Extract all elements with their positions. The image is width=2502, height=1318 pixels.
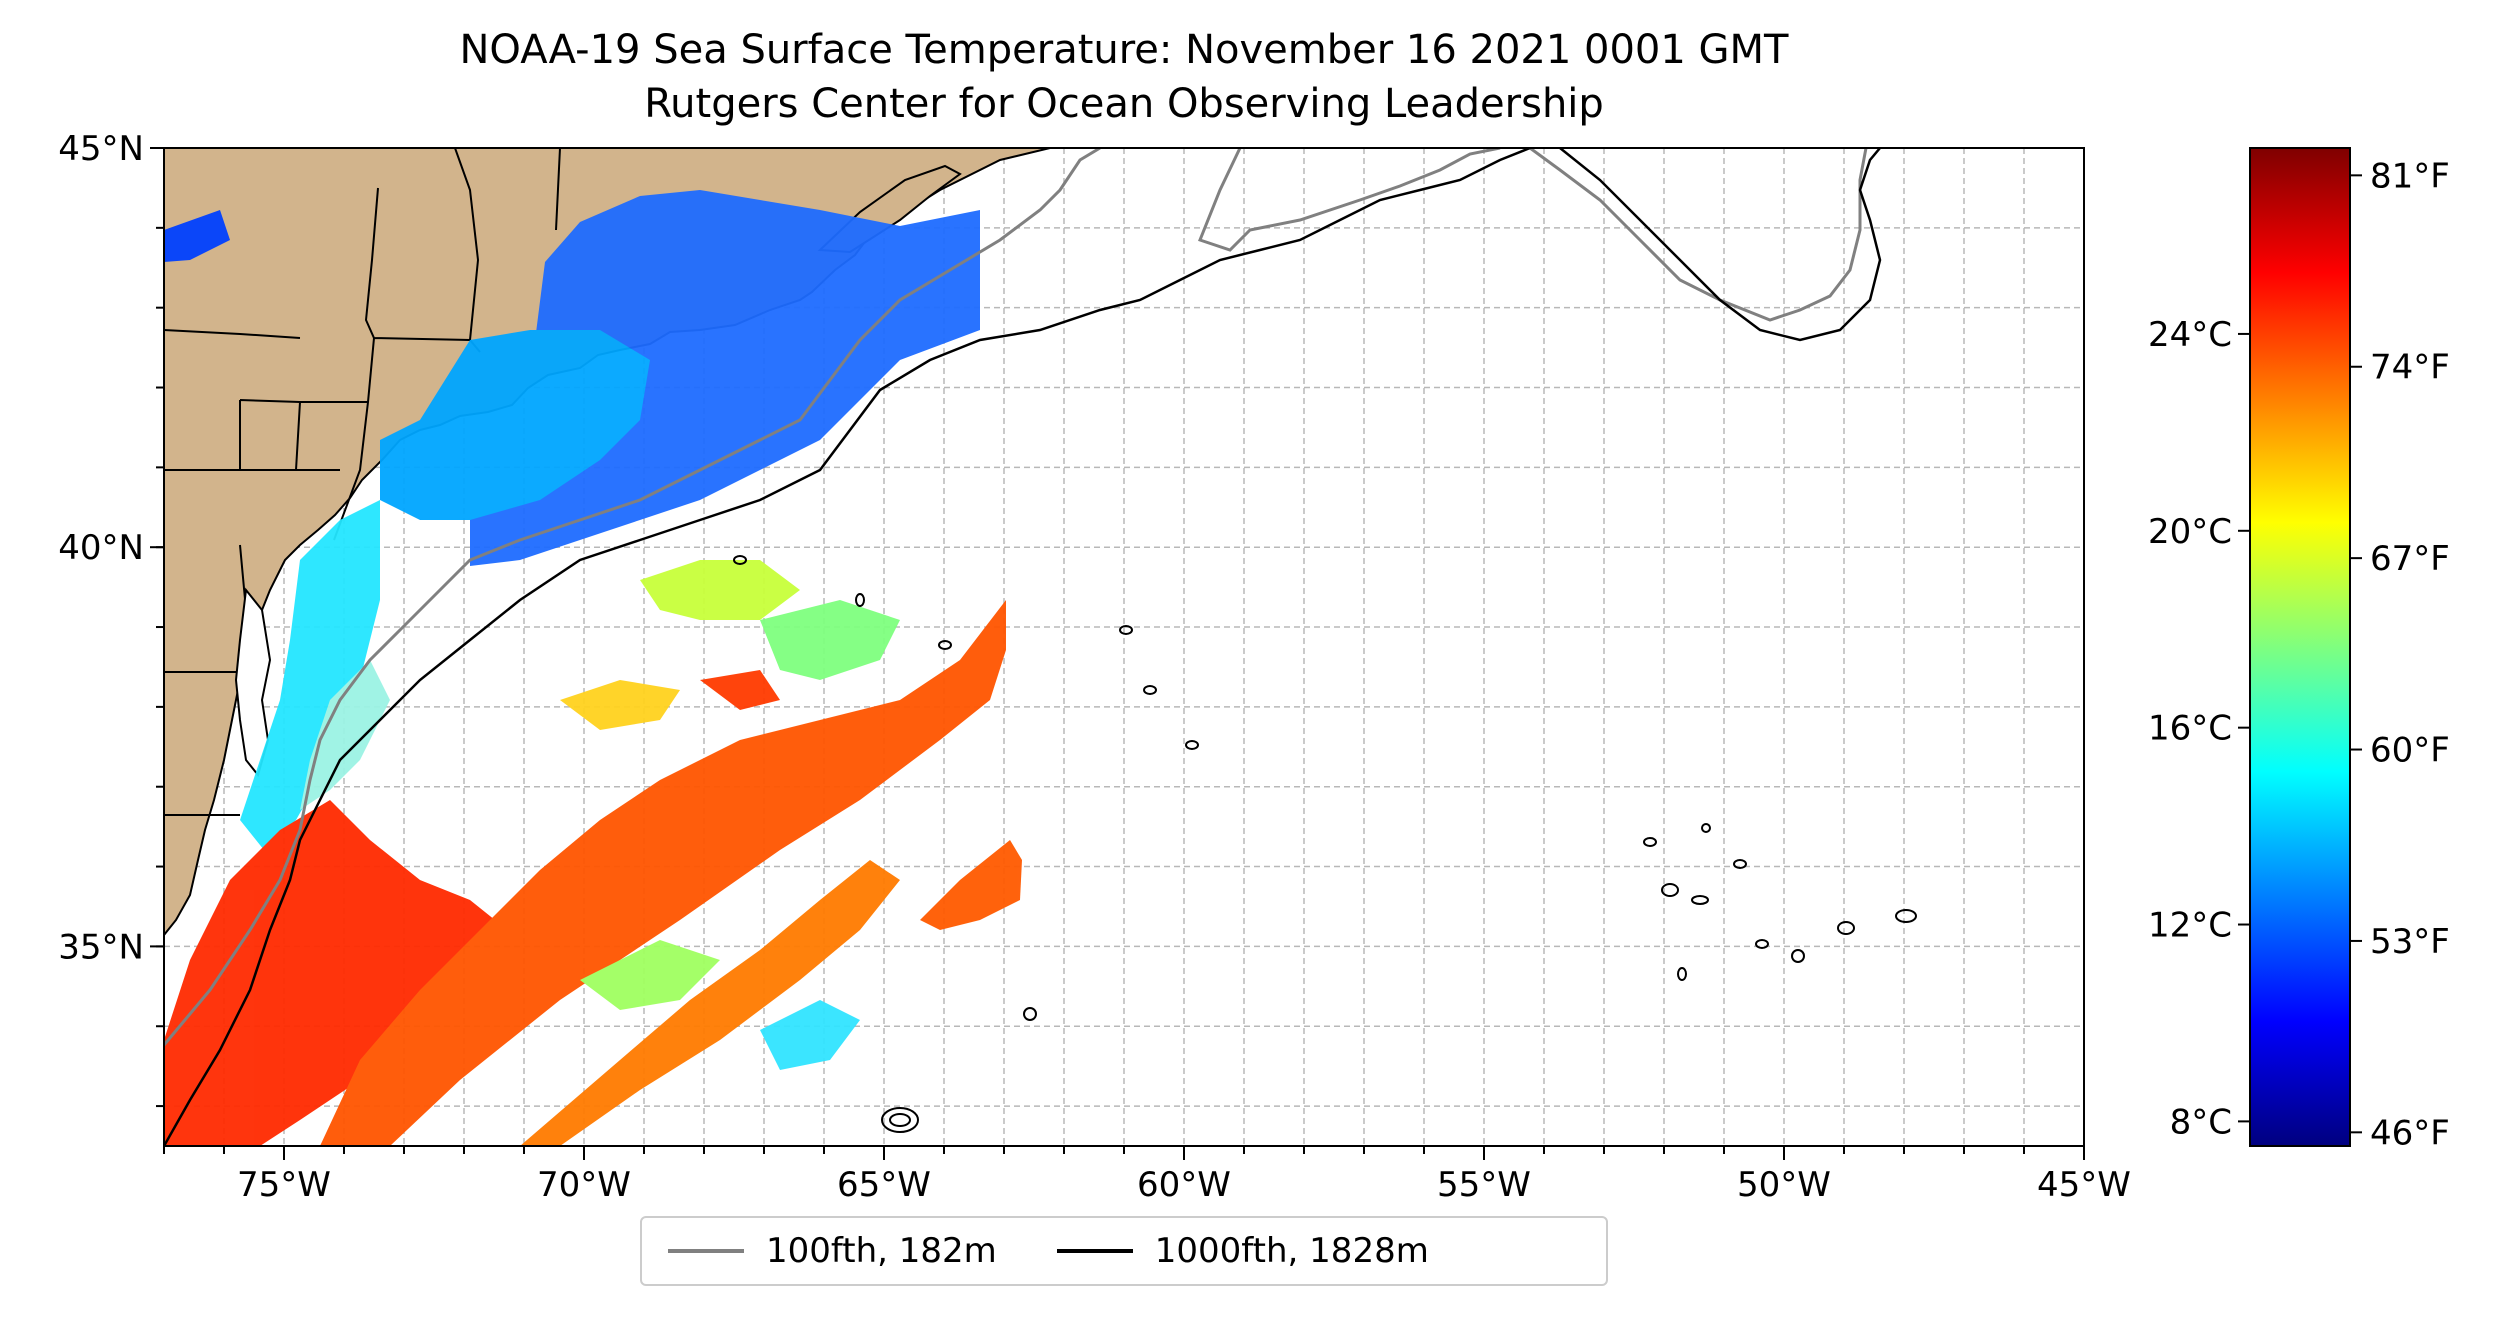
lon-tick-label: 55°W bbox=[1437, 1165, 1531, 1205]
celsius-tick-label: 16°C bbox=[2148, 709, 2232, 749]
map-subtitle: Rutgers Center for Ocean Observing Leade… bbox=[644, 81, 1604, 127]
legend-item-1000fth: 1000fth, 1828m bbox=[1056, 1231, 1429, 1271]
latitude-axis: 45°N 40°N 35°N bbox=[58, 129, 164, 1108]
colorbar bbox=[2249, 147, 2351, 1147]
isobath-1000fth bbox=[164, 148, 1882, 1146]
seamount-contours bbox=[733, 555, 1917, 1133]
colorbar-celsius-axis: 24°C 20°C 16°C 12°C 8°C bbox=[2148, 315, 2250, 1142]
fahrenheit-tick-label: 67°F bbox=[2370, 539, 2450, 579]
lon-tick-label: 65°W bbox=[837, 1165, 931, 1205]
fahrenheit-tick-label: 60°F bbox=[2370, 731, 2450, 771]
celsius-tick-label: 12°C bbox=[2148, 906, 2232, 946]
celsius-tick-label: 8°C bbox=[2170, 1102, 2232, 1142]
legend-item-100fth: 100fth, 182m bbox=[668, 1231, 997, 1271]
legend-label-100fth: 100fth, 182m bbox=[766, 1231, 997, 1271]
lon-tick-label: 45°W bbox=[2037, 1165, 2131, 1205]
map-content bbox=[164, 148, 1917, 1146]
legend-swatch-1000fth bbox=[1056, 1249, 1133, 1253]
fahrenheit-tick-label: 81°F bbox=[2370, 156, 2450, 196]
legend-swatch-100fth bbox=[668, 1249, 744, 1253]
fahrenheit-tick-label: 46°F bbox=[2370, 1113, 2450, 1153]
celsius-tick-label: 24°C bbox=[2148, 315, 2232, 355]
lon-tick-label: 70°W bbox=[537, 1165, 631, 1205]
map-title: NOAA-19 Sea Surface Temperature: Novembe… bbox=[459, 27, 1789, 73]
colorbar-fahrenheit-axis: 81°F 74°F 67°F 60°F 53°F 46°F bbox=[2350, 156, 2450, 1153]
celsius-tick-label: 20°C bbox=[2148, 512, 2232, 552]
fahrenheit-tick-label: 74°F bbox=[2370, 348, 2450, 388]
lat-tick-label: 35°N bbox=[58, 927, 144, 967]
lat-tick-label: 40°N bbox=[58, 528, 144, 568]
fahrenheit-tick-label: 53°F bbox=[2370, 922, 2450, 962]
sst-data-swaths bbox=[164, 190, 1022, 1146]
lon-tick-label: 60°W bbox=[1137, 1165, 1231, 1205]
longitude-axis: 75°W 70°W 65°W 60°W 55°W 50°W 45°W bbox=[163, 1146, 2131, 1205]
lon-tick-label: 75°W bbox=[237, 1165, 331, 1205]
lat-tick-label: 45°N bbox=[58, 129, 144, 169]
isobath-legend: 100fth, 182m 1000fth, 1828m bbox=[640, 1216, 1608, 1286]
lon-tick-label: 50°W bbox=[1737, 1165, 1831, 1205]
legend-label-1000fth: 1000fth, 1828m bbox=[1154, 1231, 1429, 1271]
isobath-100fth bbox=[164, 148, 1868, 1046]
